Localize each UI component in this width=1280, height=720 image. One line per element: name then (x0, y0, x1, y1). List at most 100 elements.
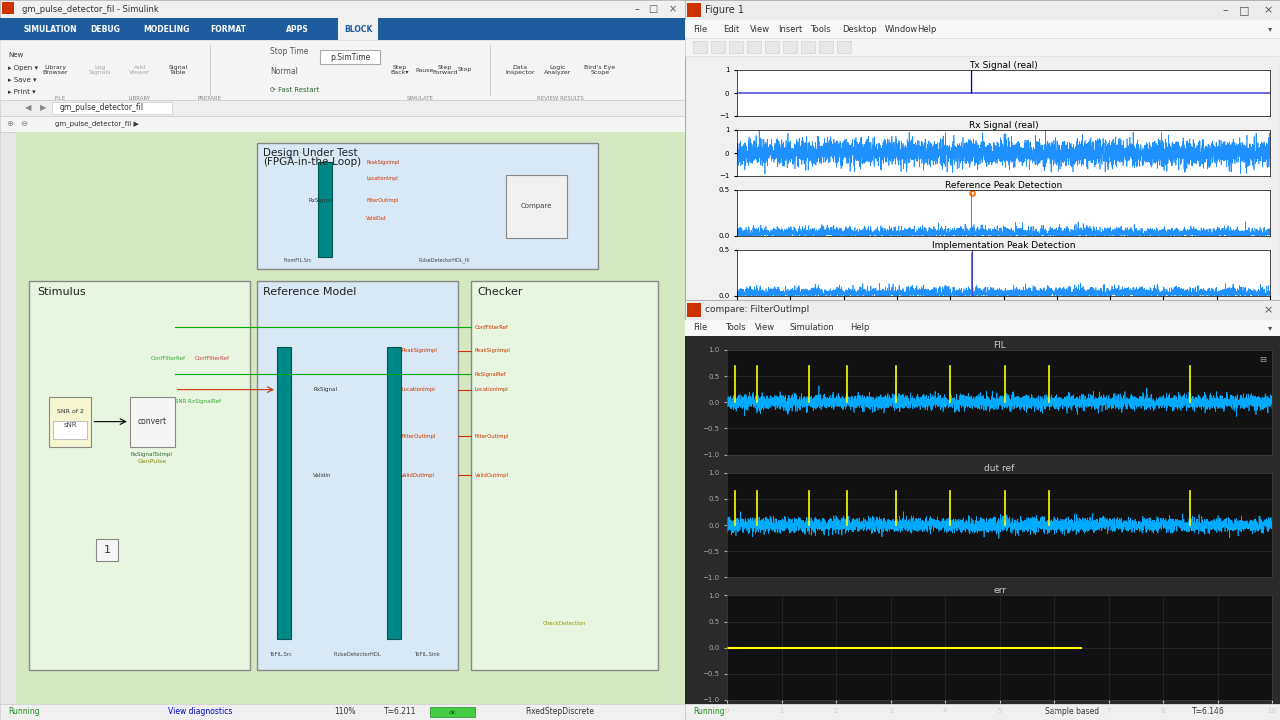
Bar (54, 420, 87, 438)
Text: ValidOutImpl: ValidOutImpl (402, 473, 435, 477)
Text: FilterOutImpl: FilterOutImpl (366, 197, 398, 202)
Text: PREPARE: PREPARE (198, 96, 221, 101)
Text: Stop: Stop (458, 68, 472, 73)
Bar (257, 143, 598, 269)
Text: FixedStepDiscrete: FixedStepDiscrete (526, 708, 594, 716)
Bar (0, 116, 685, 132)
Text: ×: × (1263, 305, 1272, 315)
Text: ×: × (669, 4, 677, 14)
Bar (276, 347, 291, 639)
Text: Desktop: Desktop (842, 24, 877, 34)
Text: Signal
Table: Signal Table (169, 65, 188, 76)
Text: MODELING: MODELING (143, 24, 189, 34)
Bar (685, 300, 1280, 320)
Text: Logic
Analyzer: Logic Analyzer (544, 65, 572, 76)
Text: ▶: ▶ (40, 104, 46, 112)
Text: Stop Time: Stop Time (270, 48, 308, 56)
Bar (710, 41, 724, 53)
Text: Insert: Insert (778, 24, 803, 34)
Text: Edit: Edit (723, 24, 740, 34)
Text: APPS: APPS (285, 24, 308, 34)
Text: FORMAT: FORMAT (210, 24, 246, 34)
Text: RxSignal: RxSignal (314, 387, 337, 392)
Text: Reference Model: Reference Model (262, 287, 356, 297)
Bar (687, 303, 701, 317)
Bar (687, 3, 701, 17)
Bar (3, 2, 14, 14)
Bar (0, 704, 685, 720)
Text: Figure 1: Figure 1 (705, 5, 744, 15)
Title: err: err (993, 586, 1006, 595)
Title: Reference Peak Detection: Reference Peak Detection (945, 181, 1062, 190)
Title: Tx Signal (real): Tx Signal (real) (969, 61, 1038, 70)
Text: Bird's Eye
Scope: Bird's Eye Scope (585, 65, 616, 76)
Text: Sample based: Sample based (1044, 708, 1098, 716)
Text: PeakSignImpl: PeakSignImpl (402, 348, 438, 354)
Text: RxSignal: RxSignal (308, 197, 332, 202)
Text: Window: Window (884, 24, 918, 34)
Text: ConfFilterRef: ConfFilterRef (475, 325, 508, 330)
Text: View diagnostics: View diagnostics (168, 708, 232, 716)
Bar (388, 347, 402, 639)
Bar (0, 18, 685, 40)
Text: SIMULATION: SIMULATION (23, 24, 77, 34)
Text: LocationImpl: LocationImpl (366, 176, 398, 181)
Text: FILE: FILE (55, 96, 65, 101)
Text: Data
Inspector: Data Inspector (506, 65, 535, 76)
Text: Checker: Checker (477, 287, 522, 297)
Bar (29, 281, 250, 670)
Bar (0, 132, 15, 704)
Bar (765, 41, 780, 53)
Bar (96, 539, 118, 561)
Text: PeakSignImpl: PeakSignImpl (366, 160, 399, 165)
Text: FromFIL.Src: FromFIL.Src (284, 258, 312, 263)
Text: ValidIn: ValidIn (314, 473, 332, 477)
Text: File: File (692, 323, 708, 333)
Text: 1: 1 (104, 545, 111, 555)
Text: SNR RxSignalRef: SNR RxSignalRef (175, 399, 220, 404)
Text: ⊟: ⊟ (1260, 355, 1266, 364)
Text: Add
Viewer: Add Viewer (129, 65, 151, 76)
Bar (783, 41, 797, 53)
Text: p.SimTime: p.SimTime (330, 53, 370, 61)
Text: Tools: Tools (724, 323, 746, 333)
Text: (FPGA-in-the-Loop): (FPGA-in-the-Loop) (262, 158, 361, 168)
Text: New: New (8, 52, 23, 58)
Text: SNR of 2: SNR of 2 (58, 409, 84, 414)
Bar (257, 281, 457, 670)
Bar (15, 132, 685, 704)
Text: View: View (750, 24, 771, 34)
Bar (819, 41, 833, 53)
Text: ▾: ▾ (1267, 24, 1272, 34)
Bar (685, 320, 1280, 336)
Text: ×: × (1263, 5, 1272, 15)
Text: PulseDetectorHDL_fil: PulseDetectorHDL_fil (419, 258, 470, 264)
Text: ConfFilterRef: ConfFilterRef (151, 356, 186, 361)
Text: ⟳ Fast Restart: ⟳ Fast Restart (270, 87, 319, 93)
Text: LocationImpl: LocationImpl (475, 387, 508, 392)
Text: RxSignalRef: RxSignalRef (475, 372, 507, 377)
Text: Library
Browser: Library Browser (42, 65, 68, 76)
Text: gm_pulse_detector_fil: gm_pulse_detector_fil (60, 104, 145, 112)
Text: PeakSignImpl: PeakSignImpl (475, 348, 511, 354)
Text: Design Under Test: Design Under Test (262, 148, 357, 158)
Text: sNR: sNR (64, 422, 77, 428)
Title: Implementation Peak Detection: Implementation Peak Detection (932, 241, 1075, 250)
Text: Pause: Pause (416, 68, 434, 73)
Text: ▸ Save ▾: ▸ Save ▾ (8, 77, 37, 83)
Text: RxSignalToImpl: RxSignalToImpl (131, 452, 173, 457)
Text: File: File (692, 24, 708, 34)
Bar (0, 40, 685, 100)
Text: ToFIL.Src: ToFIL.Src (270, 652, 292, 657)
Text: Step
Back▾: Step Back▾ (390, 65, 410, 76)
Text: Running: Running (8, 708, 40, 716)
Text: Help: Help (850, 323, 869, 333)
Bar (692, 41, 707, 53)
Text: GenPulse: GenPulse (137, 459, 166, 464)
Bar (685, 336, 1280, 704)
Text: T=6.146: T=6.146 (1192, 708, 1225, 716)
Text: Log
Signals: Log Signals (88, 65, 111, 76)
Text: –: – (1222, 5, 1228, 15)
Bar (50, 397, 91, 446)
Text: LocationImpl: LocationImpl (402, 387, 435, 392)
